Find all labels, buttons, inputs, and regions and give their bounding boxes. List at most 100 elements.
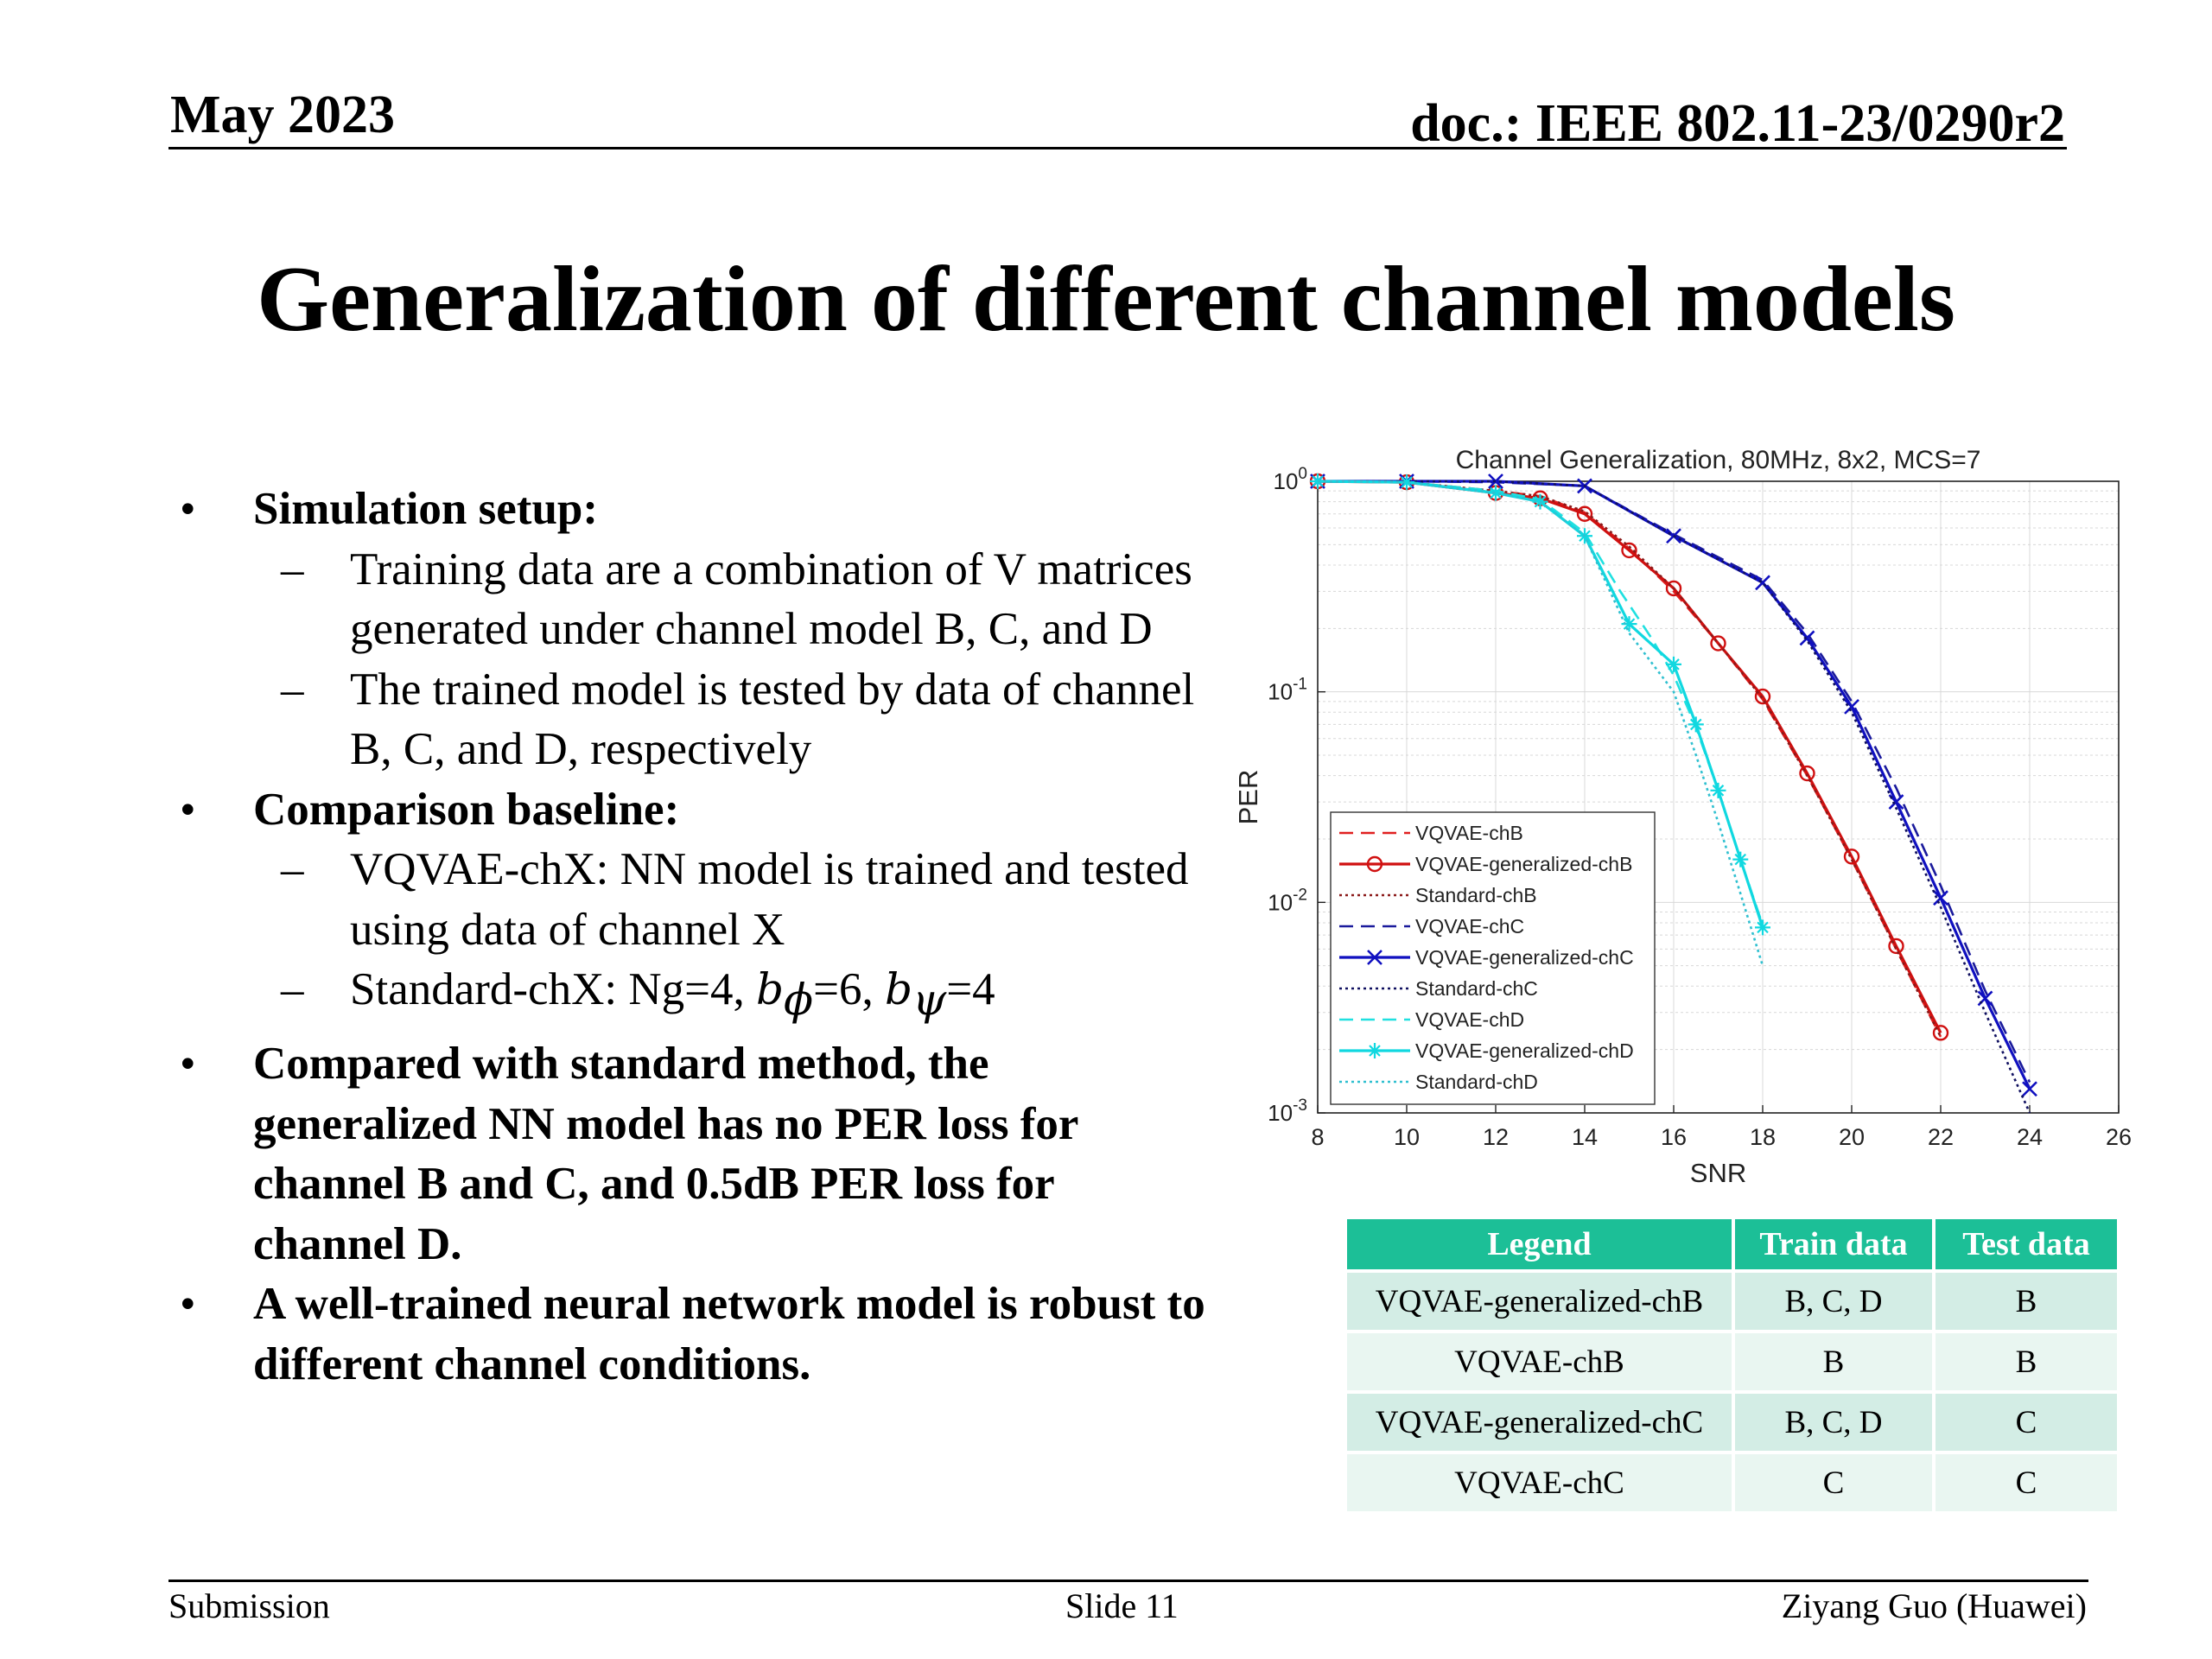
- series-line: [1317, 480, 1942, 1038]
- bullet-list: Simulation setup: Training data are a co…: [173, 480, 1210, 1395]
- series-point: [1755, 919, 1770, 936]
- b-psi-value: =4: [946, 964, 995, 1014]
- footer-submission: Submission: [168, 1586, 330, 1625]
- table-cell: VQVAE-chC: [1347, 1454, 1732, 1511]
- x-tick-label: 22: [1928, 1124, 1954, 1150]
- legend-entry: VQVAE-generalized-chB: [1415, 853, 1632, 875]
- footer-author: Ziyang Guo (Huawei): [1781, 1586, 2087, 1625]
- table-cell: B: [1936, 1273, 2117, 1330]
- series-line: [1317, 480, 1764, 967]
- series-point: [1933, 890, 1948, 906]
- table-cell: VQVAE-chB: [1347, 1333, 1732, 1390]
- table-cell: B, C, D: [1735, 1394, 1932, 1451]
- series-point: [1755, 575, 1770, 591]
- phi-subscript: ϕ: [784, 974, 814, 1025]
- series-point: [1576, 505, 1593, 522]
- series-point: [1666, 656, 1681, 672]
- series-vqvae-chd: [1317, 480, 1764, 926]
- series-point: [1366, 855, 1383, 873]
- table-cell: B: [1735, 1333, 1932, 1390]
- y-tick-label: 10-1: [1268, 676, 1307, 705]
- x-tick-label: 20: [1839, 1124, 1865, 1150]
- x-tick-label: 18: [1750, 1124, 1776, 1150]
- chart-legend: VQVAE-chB VQVAE-generalized-chB Standard-c…: [1330, 811, 1656, 1105]
- series-point: [1710, 782, 1726, 798]
- y-tick-label: 10-2: [1268, 886, 1307, 915]
- series-point: [1367, 950, 1382, 965]
- table-row: VQVAE-generalized-chB B, C, D B: [1347, 1273, 2117, 1330]
- series-point: [1844, 698, 1859, 715]
- table-header-train: Train data: [1735, 1219, 1932, 1269]
- series-point: [1843, 849, 1860, 865]
- y-axis-label: PER: [1233, 770, 1263, 825]
- standard-chx-text: Standard-chX: Ng=4,: [350, 964, 756, 1014]
- series-point: [1732, 851, 1749, 868]
- y-tick-label: 10-3: [1268, 1096, 1307, 1126]
- legend-entry: VQVAE-chC: [1415, 915, 1524, 938]
- header-date: May 2023: [170, 86, 396, 144]
- series-line: [1318, 480, 2031, 1090]
- series-line: [1317, 480, 1764, 926]
- x-tick-label: 12: [1483, 1124, 1509, 1150]
- legend-entry: Standard-chC: [1415, 977, 1538, 1000]
- table-header-legend: Legend: [1347, 1219, 1732, 1269]
- b-psi-symbol: b: [885, 964, 913, 1014]
- series-point: [1710, 635, 1726, 652]
- table-cell: C: [1735, 1454, 1932, 1511]
- series-point: [1665, 580, 1682, 597]
- b-phi-symbol: b: [756, 964, 785, 1014]
- series-point: [2022, 1081, 2037, 1097]
- series-point: [1367, 1043, 1382, 1058]
- bullet-compared-standard: Compared with standard method, the gener…: [173, 1034, 1210, 1274]
- x-tick-label: 14: [1572, 1124, 1598, 1150]
- header-doc-id: doc.: IEEE 802.11-23/0290r2: [1410, 94, 2065, 153]
- series-point: [1488, 485, 1503, 501]
- table-header-test: Test data: [1936, 1219, 2117, 1269]
- legend-entry: VQVAE-generalized-chD: [1415, 1039, 1634, 1062]
- legend-table: Legend Train data Test data VQVAE-genera…: [1344, 1216, 2120, 1515]
- table-row: VQVAE-chC C C: [1347, 1454, 2117, 1511]
- series-point: [1888, 938, 1904, 955]
- series-point: [1399, 474, 1414, 491]
- x-tick-label: 26: [2106, 1124, 2132, 1150]
- x-tick-label: 10: [1394, 1124, 1420, 1150]
- bullet-comparison-baseline: Comparison baseline:: [173, 780, 1210, 841]
- series-standard-chb: [1317, 480, 1942, 1038]
- series-point: [1621, 616, 1637, 632]
- table-cell: B, C, D: [1735, 1273, 1932, 1330]
- slide-title: Generalization of different channel mode…: [257, 248, 1955, 351]
- sub-bullet-vqvae-chx: VQVAE-chX: NN model is trained and teste…: [173, 840, 1210, 960]
- sub-bullet-training-data: Training data are a combination of V mat…: [173, 540, 1210, 660]
- header-divider: [168, 147, 2067, 149]
- b-phi-value: =6,: [813, 964, 885, 1014]
- table-cell: C: [1936, 1454, 2117, 1511]
- table-row: VQVAE-chB B B: [1347, 1333, 2117, 1390]
- bullet-simulation-setup: Simulation setup:: [173, 480, 1210, 540]
- x-tick-label: 24: [2017, 1124, 2043, 1150]
- bullet-robust: A well-trained neural network model is r…: [173, 1274, 1210, 1395]
- per-vs-snr-chart: 8 10 12 14 16 18 20 22 24 26 100 10-1 10-2 10-3 Channe…: [1233, 446, 2132, 1188]
- x-tick-label: 8: [1311, 1124, 1324, 1150]
- series-standard-chd: [1317, 480, 1764, 967]
- table-cell: C: [1936, 1394, 2117, 1451]
- table-cell: VQVAE-generalized-chB: [1347, 1273, 1732, 1330]
- table-cell: B: [1936, 1333, 2117, 1390]
- sub-bullet-standard-chx: Standard-chX: Ng=4, bϕ=6, bψ=4: [173, 960, 1210, 1034]
- x-tick-label: 16: [1661, 1124, 1687, 1150]
- chart-title: Channel Generalization, 80MHz, 8x2, MCS=…: [1456, 446, 1981, 474]
- table-row: VQVAE-generalized-chC B, C, D C: [1347, 1394, 2117, 1451]
- table-cell: VQVAE-generalized-chC: [1347, 1394, 1732, 1451]
- series-line: [1318, 480, 2031, 1114]
- legend-entry: Standard-chD: [1415, 1071, 1538, 1093]
- series-point: [1799, 765, 1815, 782]
- footer-slide-number: Slide 11: [1065, 1586, 1179, 1625]
- legend-entry: VQVAE-chD: [1415, 1008, 1524, 1031]
- series-point: [1754, 688, 1771, 705]
- y-tick-label: 100: [1274, 465, 1308, 494]
- plot-frame: [1317, 480, 2120, 1114]
- psi-subscript: ψ: [912, 974, 947, 1025]
- series-point: [1621, 542, 1637, 559]
- legend-entry: Standard-chB: [1415, 884, 1537, 906]
- sub-bullet-tested-data: The trained model is tested by data of c…: [173, 660, 1210, 780]
- footer-divider: [168, 1580, 2088, 1582]
